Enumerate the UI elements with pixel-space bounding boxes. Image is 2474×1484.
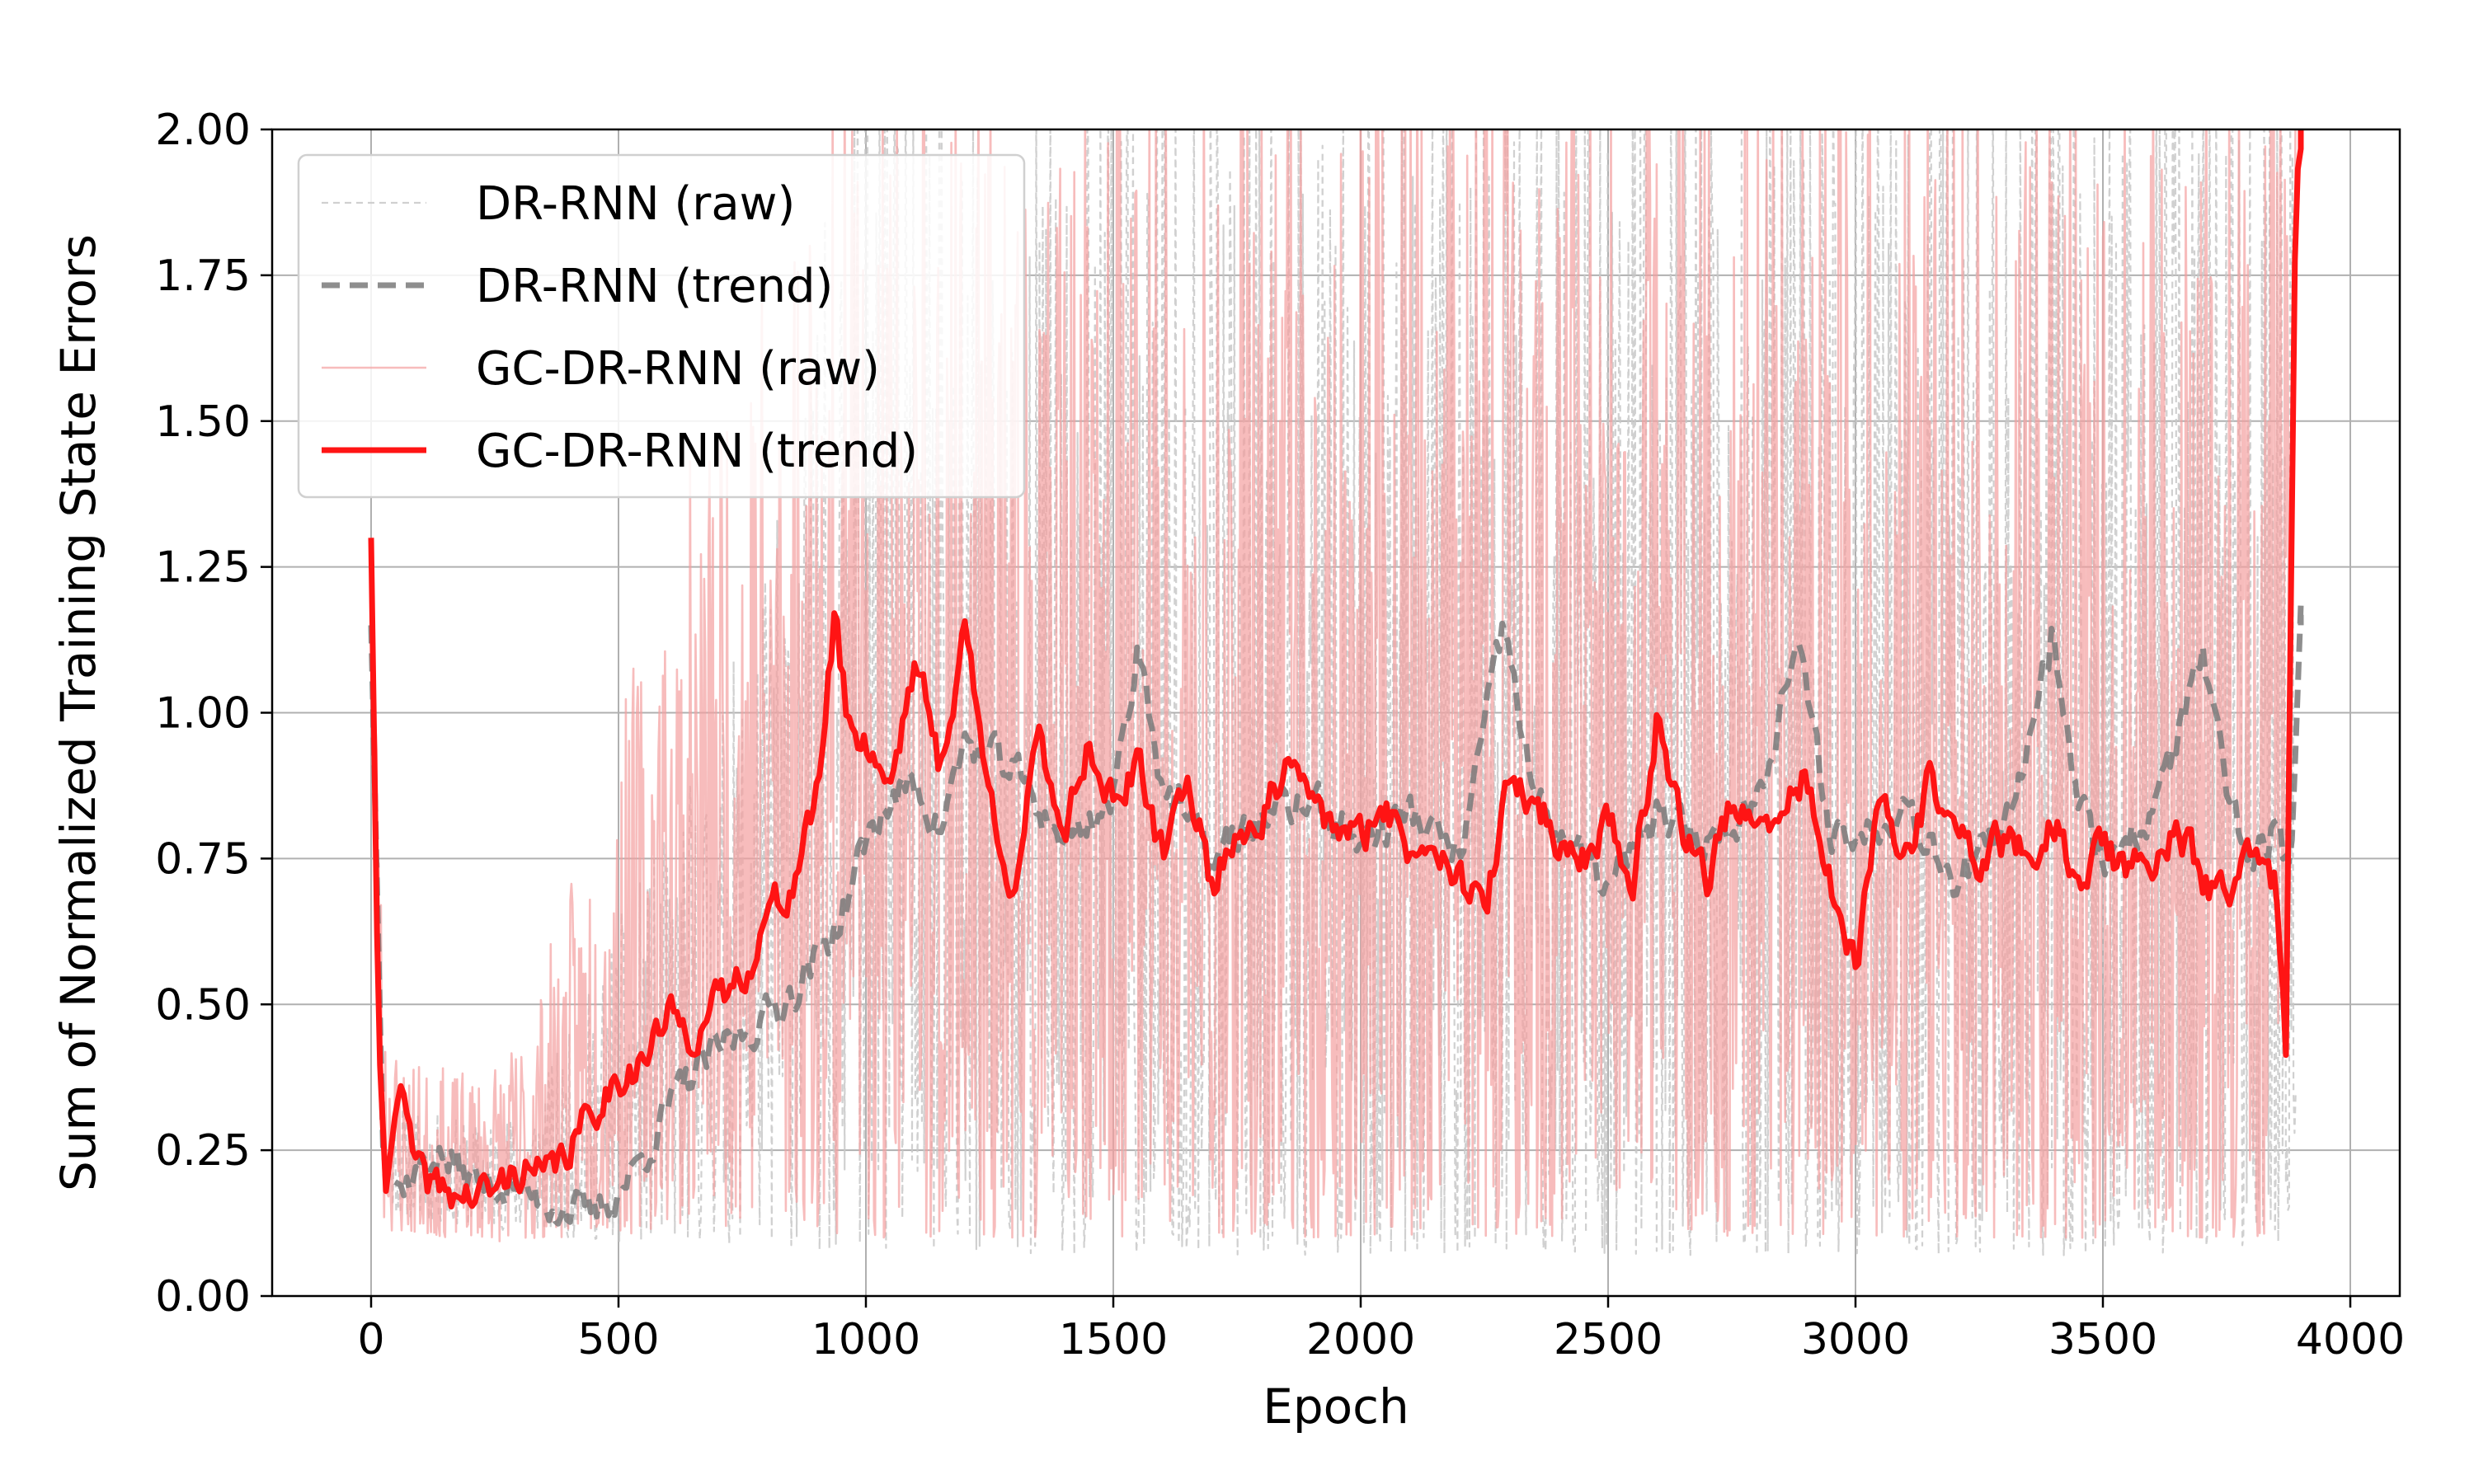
x-tick-label: 2000	[1306, 1315, 1415, 1364]
series-line	[369, 129, 2297, 1242]
y-tick-label: 1.00	[155, 689, 251, 739]
y-tick-label: 2.00	[155, 106, 251, 155]
y-tick-label: 0.25	[155, 1126, 251, 1176]
plot-area	[368, 129, 2304, 1256]
legend: DR-RNN (raw) DR-RNN (trend) GC-DR-RNN (raw…	[297, 153, 1026, 499]
x-axis-label: Epoch	[1263, 1378, 1409, 1435]
y-tick-label: 1.50	[155, 397, 251, 447]
series-line	[368, 129, 2304, 1209]
x-tick-label: 4000	[2296, 1315, 2405, 1364]
legend-label: DR-RNN (trend)	[476, 260, 833, 313]
x-tick-label: 1000	[811, 1315, 920, 1364]
y-tick-label: 0.75	[155, 834, 251, 884]
x-tick-label: 500	[577, 1315, 659, 1364]
y-tick-label: 1.25	[155, 543, 251, 593]
y-tick-label: 0.00	[155, 1272, 251, 1322]
x-tick-label: 1500	[1059, 1315, 1168, 1364]
x-tick-label: 2500	[1554, 1315, 1663, 1364]
y-tick-label: 0.50	[155, 980, 251, 1030]
x-tick-label: 3000	[1801, 1315, 1910, 1364]
y-axis-label: Sum of Normalized Training State Errors	[50, 234, 106, 1191]
y-tick-label: 1.75	[155, 251, 251, 301]
ticks: 0 500 1000 1500 2000 2500 3000 3500 4000 0.00 0.25…	[155, 106, 2405, 1364]
x-tick-label: 0	[357, 1315, 384, 1364]
x-tick-label: 3500	[2048, 1315, 2157, 1364]
legend-label: GC-DR-RNN (raw)	[476, 342, 880, 396]
legend-box	[297, 153, 1026, 499]
legend-label: GC-DR-RNN (trend)	[476, 425, 918, 478]
legend-label: DR-RNN (raw)	[476, 177, 795, 231]
